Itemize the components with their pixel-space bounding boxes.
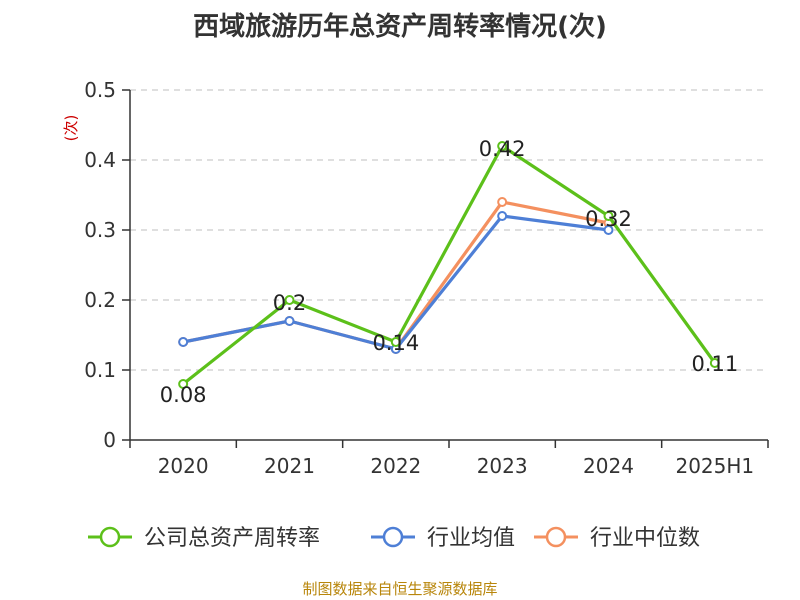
data-label: 0.08 (160, 383, 207, 407)
x-tick-label: 2022 (370, 454, 421, 478)
data-point (603, 211, 614, 221)
legend-swatch-marker (99, 526, 121, 548)
legend: 公司总资产周转率 行业均值 行业中位数 (88, 526, 700, 551)
data-point (178, 337, 189, 347)
source-note: 制图数据来自恒生聚源数据库 (302, 580, 498, 598)
data-label: 0.14 (372, 331, 419, 355)
data-label: 0.32 (585, 207, 632, 231)
x-tick-label: 2023 (477, 454, 528, 478)
x-tick-label: 2025H1 (675, 454, 754, 478)
data-point (709, 358, 720, 368)
series-line (182, 214, 609, 351)
data-point (284, 316, 295, 326)
y-tick-label: 0.3 (84, 218, 116, 242)
x-tick-label: 2020 (158, 454, 209, 478)
legend-label: 公司总资产周转率 (144, 526, 320, 551)
data-label: 0.2 (273, 291, 306, 315)
series-line (182, 200, 609, 351)
legend-label: 行业均值 (427, 526, 515, 551)
x-tick-label: 2024 (583, 454, 634, 478)
data-point (390, 337, 401, 347)
y-tick-label: 0.5 (84, 78, 116, 102)
data-point (178, 379, 189, 389)
y-tick-label: 0.4 (84, 148, 116, 172)
data-label: 0.11 (691, 352, 738, 376)
data-label: 0.42 (479, 137, 526, 161)
gridlines (130, 89, 768, 371)
y-tick-label: 0.1 (84, 358, 116, 382)
data-point (497, 141, 508, 151)
data-point (284, 295, 295, 305)
series-lines (178, 141, 720, 389)
data-point (497, 197, 508, 207)
data-point (603, 225, 614, 235)
y-tick-label: 0.2 (84, 288, 116, 312)
y-axis-label: (次) (62, 115, 80, 142)
chart-title: 西域旅游历年总资产周转率情况(次) (193, 12, 607, 42)
legend-label: 行业中位数 (590, 526, 700, 551)
x-tick-label: 2021 (264, 454, 315, 478)
legend-swatch-marker (382, 526, 404, 548)
data-point (497, 211, 508, 221)
legend-swatch-marker (545, 526, 567, 548)
axes: 0 0.1 0.2 0.3 0.4 0.5 2020 2021 2022 2023 2024 2025… (62, 78, 769, 478)
series-line (182, 144, 717, 386)
y-tick-label: 0 (103, 428, 116, 452)
data-labels: 0.08 0.2 0.14 0.42 0.32 0.11 (160, 137, 738, 407)
